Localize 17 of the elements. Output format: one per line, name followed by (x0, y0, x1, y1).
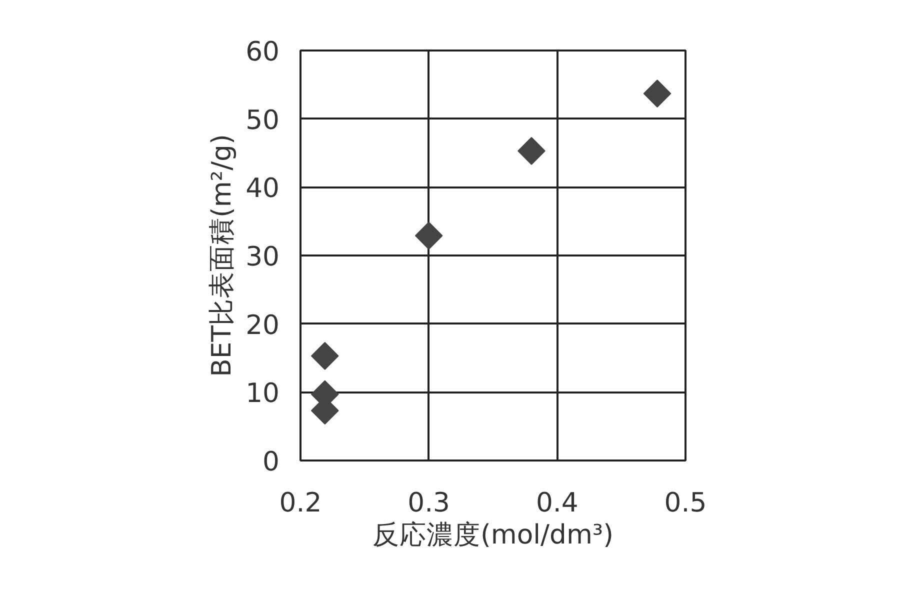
point (414, 222, 443, 250)
y-tick-label: 50 (246, 104, 280, 136)
x-tick-label: 0.4 (536, 488, 578, 518)
y-tick-label: 60 (246, 36, 280, 68)
y-tick-label: 10 (246, 378, 280, 410)
y-tick-label: 20 (246, 310, 280, 341)
y-tick-label: 0 (262, 446, 280, 478)
x-axis-title: 反応濃度(mol/dm³) (372, 520, 614, 550)
x-tick-label: 0.3 (408, 488, 450, 518)
point (518, 137, 546, 165)
x-tick-label: 0.5 (664, 488, 707, 518)
y-tick-label: 30 (246, 242, 280, 272)
point (643, 80, 672, 108)
y-tick-label: 40 (246, 173, 280, 204)
point (310, 342, 339, 370)
y-axis-title: BET比表面積(m²/g) (206, 134, 238, 377)
x-tick-label: 0.2 (279, 488, 322, 518)
